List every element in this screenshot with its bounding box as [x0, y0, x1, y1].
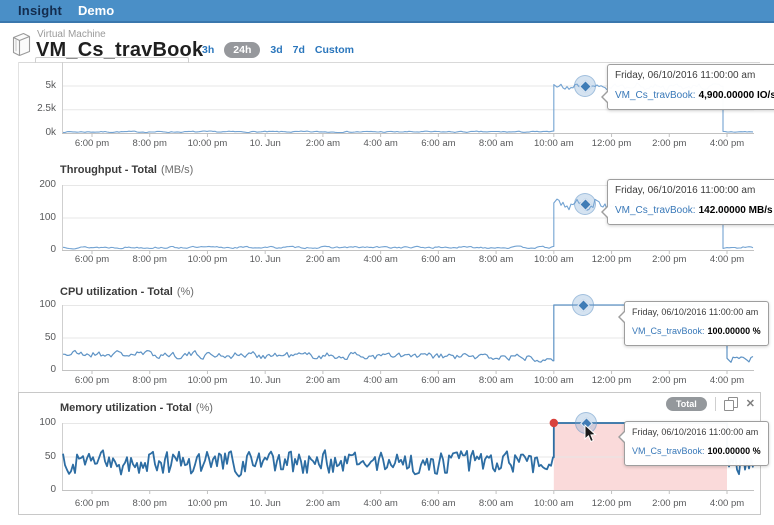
x-tick-label: 12:00 pm [591, 375, 632, 386]
x-tick-label: 2:00 pm [652, 498, 687, 509]
x-tick-label: 12:00 pm [591, 254, 632, 265]
x-tick-label: 2:00 am [305, 375, 341, 386]
y-tick-label: 50 [44, 331, 56, 343]
time-range-3d[interactable]: 3d [270, 44, 283, 56]
time-range-24h[interactable]: 24h [224, 42, 261, 58]
y-tick-label: 2.5k [37, 103, 56, 115]
chart-tooltip-iops: Friday, 06/10/2016 11:00:00 am VM_Cs_tra… [601, 64, 774, 111]
y-tick-label: 50 [44, 450, 56, 462]
chart-title-cpu: CPU utilization - Total (%) [60, 286, 194, 298]
x-tick-label: 8:00 am [478, 498, 514, 509]
x-tick-label: 4:00 am [363, 498, 398, 509]
x-tick-label: 6:00 am [421, 254, 456, 265]
x-tick-label: 8:00 pm [132, 254, 167, 265]
x-tick-label: 12:00 pm [591, 498, 632, 509]
x-tick-label: 10:00 am [534, 375, 574, 386]
x-tick-label: 10:00 pm [187, 375, 228, 386]
x-tick-label: 10. Jun [249, 498, 281, 509]
time-range-custom[interactable]: Custom [314, 44, 354, 56]
x-tick-label: 4:00 pm [709, 254, 745, 265]
nav-demo[interactable]: Demo [78, 3, 115, 18]
x-tick-label: 10:00 pm [187, 254, 228, 265]
x-tick-label: 6:00 pm [74, 498, 110, 509]
x-tick-label: 4:00 pm [709, 138, 745, 149]
x-tick-label: 6:00 pm [74, 375, 110, 386]
x-tick-label: 2:00 pm [652, 375, 687, 386]
hover-point-marker-iops [574, 75, 596, 97]
x-tick-label: 6:00 pm [74, 138, 110, 149]
charts-left-border [18, 62, 19, 514]
x-tick-label: 8:00 pm [132, 375, 167, 386]
chart-tooltip-cpu: Friday, 06/10/2016 11:00:00 am VM_Cs_tra… [618, 301, 769, 346]
entity-type-label: Virtual Machine [37, 29, 106, 40]
time-range-selector: 3h 24h 3d 7d Custom [202, 42, 354, 58]
y-tick-label: 100 [39, 211, 56, 223]
y-tick-label: 0 [50, 484, 56, 495]
x-tick-label: 2:00 am [305, 254, 341, 265]
y-tick-label: 200 [39, 179, 56, 190]
x-tick-label: 8:00 am [478, 254, 514, 265]
x-tick-label: 4:00 pm [709, 498, 745, 509]
x-tick-label: 8:00 am [478, 138, 514, 149]
header-divider [18, 62, 760, 63]
y-tick-label: 100 [39, 417, 56, 428]
memory-panel-controls: Total [665, 397, 755, 411]
x-tick-label: 10. Jun [249, 375, 281, 386]
x-tick-label: 6:00 am [421, 498, 456, 509]
series-badge-total[interactable]: Total [665, 397, 707, 411]
x-tick-label: 12:00 pm [591, 138, 632, 149]
x-tick-label: 8:00 pm [132, 138, 167, 149]
x-tick-label: 2:00 am [305, 498, 341, 509]
mouse-cursor [584, 423, 597, 448]
page-title: VM_Cs_travBook [36, 39, 204, 61]
x-tick-label: 10:00 pm [187, 498, 228, 509]
x-tick-label: 4:00 pm [709, 375, 745, 386]
x-tick-label: 10:00 am [534, 498, 574, 509]
top-nav-bar: Insight Demo [0, 0, 774, 23]
y-tick-label: 0 [50, 364, 56, 375]
y-tick-label: 5k [45, 79, 56, 91]
copy-chart-icon[interactable] [723, 397, 738, 411]
time-range-3h[interactable]: 3h [202, 44, 215, 56]
hover-point-marker-throughput [574, 193, 596, 215]
brand-insight[interactable]: Insight [18, 3, 63, 18]
chart-tooltip-throughput: Friday, 06/10/2016 11:00:00 am VM_Cs_tra… [601, 179, 774, 226]
x-tick-label: 10:00 am [534, 138, 574, 149]
chart-title-throughput: Throughput - Total (MB/s) [60, 164, 194, 176]
controls-divider [714, 397, 716, 411]
time-range-7d[interactable]: 7d [292, 44, 305, 56]
virtual-machine-icon [9, 31, 34, 63]
x-tick-label: 2:00 am [305, 138, 341, 149]
x-tick-label: 6:00 am [421, 138, 456, 149]
chart-title-memory: Memory utilization - Total (%) [60, 402, 213, 414]
x-tick-label: 10:00 pm [187, 138, 228, 149]
chart-tooltip-memory: Friday, 06/10/2016 11:00:00 am VM_Cs_tra… [618, 421, 769, 466]
y-tick-label: 0k [45, 127, 56, 138]
x-tick-label: 8:00 am [478, 375, 514, 386]
y-tick-label: 0 [50, 244, 56, 255]
x-tick-label: 6:00 am [421, 375, 456, 386]
clipped-control [35, 57, 189, 63]
x-tick-label: 2:00 pm [652, 254, 687, 265]
x-tick-label: 10. Jun [249, 254, 281, 265]
x-tick-label: 4:00 am [363, 254, 398, 265]
x-tick-label: 10. Jun [249, 138, 281, 149]
x-tick-label: 4:00 am [363, 138, 398, 149]
x-tick-label: 10:00 am [534, 254, 574, 265]
x-tick-label: 6:00 pm [74, 254, 110, 265]
close-chart-icon[interactable] [746, 397, 755, 411]
hover-point-marker-cpu [572, 294, 594, 316]
x-tick-label: 2:00 pm [652, 138, 687, 149]
y-tick-label: 100 [39, 299, 56, 310]
x-tick-label: 8:00 pm [132, 498, 167, 509]
x-tick-label: 4:00 am [363, 375, 398, 386]
